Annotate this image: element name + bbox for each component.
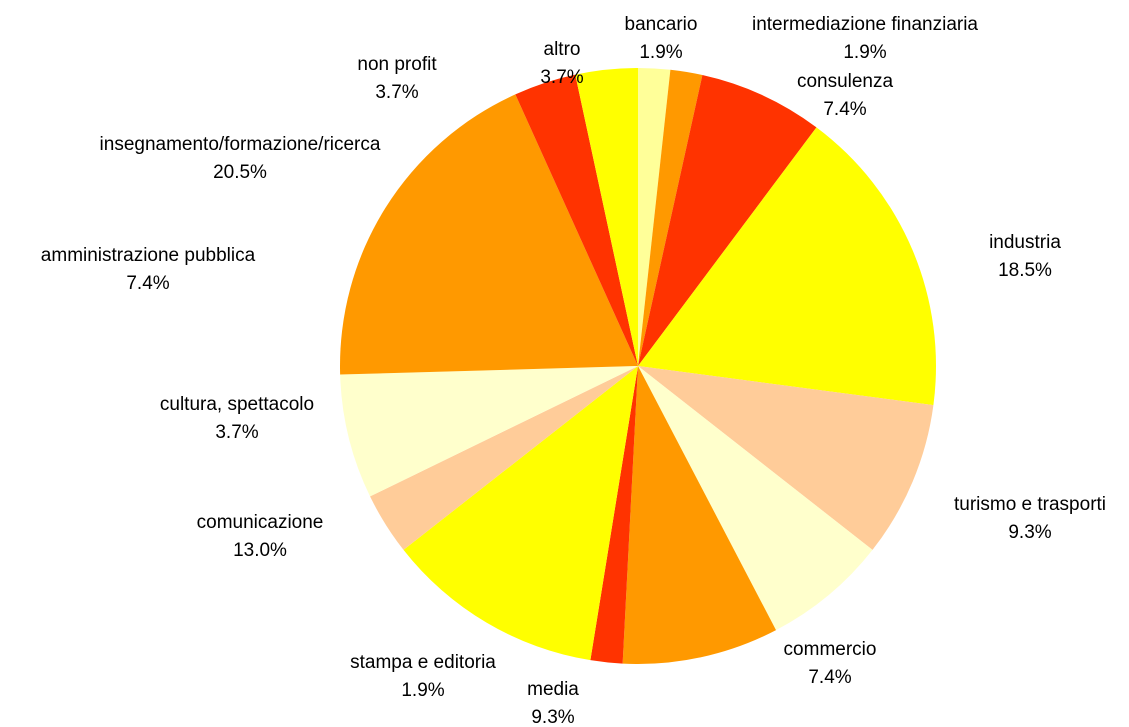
slice-value: 3.7% <box>215 422 258 443</box>
slice-label: consulenza <box>797 71 894 92</box>
slice-value: 3.7% <box>540 67 583 88</box>
slice-value: 9.3% <box>1008 522 1051 543</box>
slice-value: 3.7% <box>375 82 418 103</box>
slice-label: intermediazione finanziaria <box>752 14 978 35</box>
slice-label: media <box>527 679 579 700</box>
pie-slice <box>638 127 936 406</box>
slice-label: industria <box>989 232 1061 253</box>
pie-slice <box>622 366 777 665</box>
slice-label: altro <box>544 39 581 60</box>
slice-value: 7.4% <box>808 667 851 688</box>
pie-slice <box>638 69 703 366</box>
pie-slice <box>340 94 638 375</box>
slice-label: non profit <box>357 54 437 75</box>
slice-label: commercio <box>784 639 877 660</box>
slice-label: turismo e trasporti <box>954 494 1106 515</box>
slice-value: 18.5% <box>998 260 1052 281</box>
slice-label: amministrazione pubblica <box>41 245 256 266</box>
pie-slice <box>515 74 638 366</box>
slice-label: comunicazione <box>197 512 324 533</box>
slice-value: 20.5% <box>213 162 267 183</box>
slice-value: 9.3% <box>531 707 574 727</box>
slice-value: 7.4% <box>126 273 169 294</box>
slice-label: insegnamento/formazione/ricerca <box>100 134 381 155</box>
slice-label: bancario <box>625 14 698 35</box>
slice-value: 7.4% <box>823 99 866 120</box>
slice-label: cultura, spettacolo <box>160 394 314 415</box>
slice-value: 1.9% <box>843 42 886 63</box>
pie-slice <box>638 366 873 631</box>
pie-slice <box>403 366 638 661</box>
slice-value: 13.0% <box>233 540 287 561</box>
pie-slice <box>590 366 638 664</box>
pie-slice <box>340 366 638 497</box>
pie-slice <box>638 68 671 366</box>
pie-slice <box>638 75 817 366</box>
pie-slice <box>370 366 638 550</box>
pie-slice <box>575 68 638 366</box>
pie-slice <box>638 366 934 550</box>
slice-value: 1.9% <box>639 42 682 63</box>
slice-value: 1.9% <box>401 680 444 701</box>
slice-label: stampa e editoria <box>350 652 496 673</box>
